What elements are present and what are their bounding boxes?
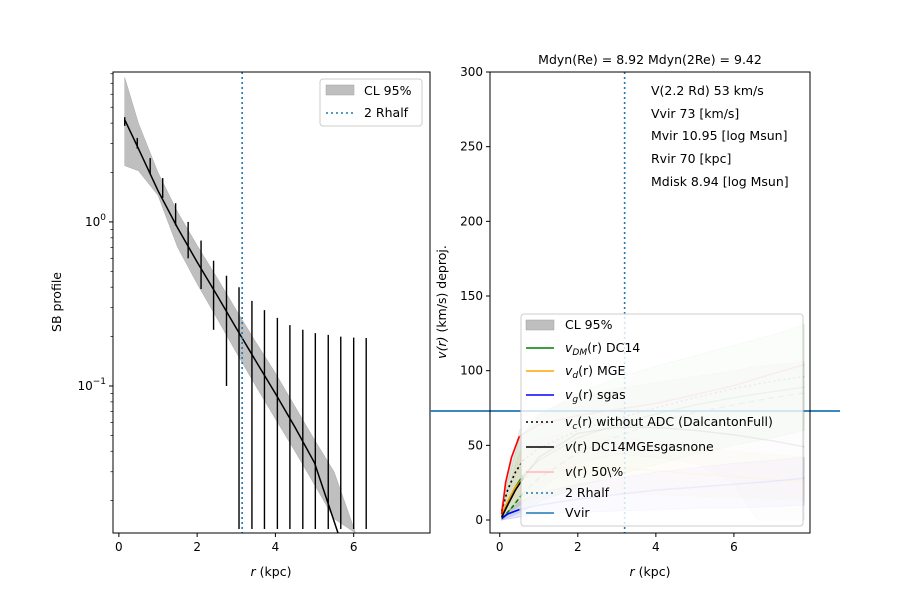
- x-tick-label: 2: [574, 540, 582, 554]
- legend-swatch-cl95: [325, 84, 355, 96]
- curve-inner-segment: [501, 508, 520, 520]
- y-tick-label: 50: [468, 438, 483, 452]
- curve-inner-segment: [500, 459, 524, 512]
- left-y-ticks: 100 10−1: [77, 73, 113, 501]
- left-axes-frame: [112, 71, 431, 534]
- right-legend: CL 95% vDM(r) DC14 vd(r) MGE vg(r) sgas …: [520, 313, 804, 527]
- legend-label-vd: vd(r) MGE: [565, 363, 625, 381]
- y-tick-label: 200: [460, 214, 483, 228]
- curve-inner-segment: [500, 436, 521, 515]
- right-axes-frame: [489, 71, 811, 534]
- legend-label-v50: v(r) 50\%: [565, 464, 623, 479]
- y-tick-label: 150: [460, 289, 483, 303]
- legend-label-vg: vg(r) sgas: [565, 387, 626, 405]
- legend-swatch-cl95-right: [525, 319, 555, 331]
- annotation-vvir: Vvir 73 [km/s]: [651, 106, 739, 121]
- y-tick-label: 250: [460, 140, 483, 154]
- legend-label-cl95-right: CL 95%: [565, 317, 613, 332]
- legend-label-vvir: Vvir: [565, 505, 590, 520]
- legend-label-vdm: vDM(r) DC14: [565, 340, 640, 358]
- y-tick-label: 100: [85, 213, 106, 229]
- annotation-rvir: Rvir 70 [kpc]: [651, 151, 731, 166]
- right-y-ticks: 0 50 100 150 200 250 300: [460, 65, 490, 527]
- cl95-band: [124, 77, 357, 534]
- legend-label-vc: vc(r) without ADC (DalcantonFull): [565, 414, 773, 432]
- left-y-axis-label: SB profile: [49, 272, 64, 332]
- left-model-line: [124, 119, 339, 534]
- y-tick-label: 0: [475, 513, 483, 527]
- right-x-axis-label: r (kpc): [630, 564, 671, 579]
- legend-label-rhalf-right: 2 Rhalf: [565, 485, 610, 500]
- x-tick-label: 4: [652, 540, 660, 554]
- x-tick-label: 0: [115, 540, 123, 554]
- left-error-bars: [124, 117, 367, 529]
- x-tick-label: 2: [193, 540, 201, 554]
- y-tick-label: 10−1: [77, 377, 106, 393]
- annotation-mdisk: Mdisk 8.94 [log Msun]: [651, 174, 789, 189]
- legend-label-rhalf: 2 Rhalf: [364, 105, 409, 120]
- left-legend: CL 95% 2 Rhalf: [319, 78, 423, 127]
- right-legend-box: [520, 313, 804, 527]
- right-x-ticks: 0 2 4 6: [496, 533, 738, 554]
- right-panel: 0 2 4 6 0 50 100 150 200 250 300 r (kpc) v(r) (km…: [430, 52, 840, 579]
- legend-label-vtot: v(r) DC14MGEsgasnone: [565, 439, 714, 454]
- y-tick-label: 300: [460, 65, 483, 79]
- curve-inner-segment: [501, 492, 524, 520]
- right-title: Mdyn(Re) = 8.92 Mdyn(2Re) = 9.42: [538, 52, 762, 67]
- right-y-axis-label: v(r) (km/s) deproj.: [434, 245, 449, 359]
- right-annotations: V(2.2 Rd) 53 km/s Vvir 73 [km/s] Mvir 10…: [651, 83, 789, 189]
- legend-label-cl95: CL 95%: [364, 83, 412, 98]
- left-confidence-band: [124, 77, 357, 534]
- x-tick-label: 6: [350, 540, 358, 554]
- x-tick-label: 4: [272, 540, 280, 554]
- x-tick-label: 6: [730, 540, 738, 554]
- curve-inner-segment: [500, 477, 524, 518]
- y-tick-label: 100: [460, 364, 483, 378]
- annotation-mvir: Mvir 10.95 [log Msun]: [651, 128, 787, 143]
- left-x-ticks: 0 2 4 6: [115, 533, 358, 554]
- sb-model-line: [124, 119, 339, 534]
- annotation-v22rd: V(2.2 Rd) 53 km/s: [651, 83, 764, 98]
- left-x-axis-label: r (kpc): [251, 564, 292, 579]
- left-panel: 0 2 4 6 100 10−1 r (kpc) SB profile CL 95% 2…: [49, 71, 431, 579]
- x-tick-label: 0: [496, 540, 504, 554]
